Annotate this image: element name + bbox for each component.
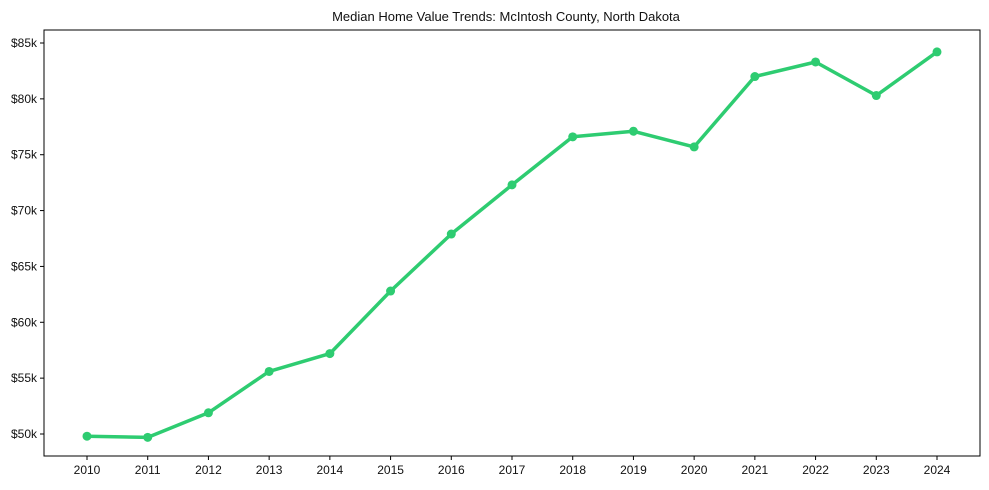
y-tick-label: $50k	[11, 427, 38, 441]
y-tick-label: $80k	[11, 92, 38, 106]
data-point	[811, 57, 821, 67]
data-point	[689, 142, 699, 152]
x-tick-label: 2011	[135, 463, 161, 477]
x-tick-label: 2022	[802, 463, 829, 477]
x-tick-label: 2019	[620, 463, 647, 477]
y-tick-label: $55k	[11, 371, 38, 385]
series-line	[85, 50, 939, 440]
data-point	[507, 180, 517, 190]
data-point	[264, 366, 274, 376]
x-tick-label: 2017	[499, 463, 526, 477]
chart-title: Median Home Value Trends: McIntosh Count…	[332, 9, 681, 24]
x-tick-label: 2024	[924, 463, 951, 477]
y-tick-label: $70k	[11, 204, 38, 218]
data-point	[628, 126, 638, 136]
x-tick-label: 2012	[195, 463, 222, 477]
x-tick-label: 2015	[377, 463, 404, 477]
data-point	[568, 132, 578, 142]
x-tick-label: 2018	[559, 463, 586, 477]
y-tick-label: $75k	[11, 148, 38, 162]
data-point	[143, 432, 153, 442]
data-point	[871, 91, 881, 101]
x-axis: 2010 2011 2012 2013 2014 2015 2016 2017 2018 2019…	[74, 456, 951, 477]
plot-area-frame	[43, 29, 981, 457]
y-tick-label: $65k	[11, 259, 38, 273]
y-tick-label: $85k	[11, 36, 38, 50]
data-point	[325, 349, 335, 359]
x-tick-label: 2020	[681, 463, 708, 477]
data-point	[203, 408, 213, 418]
data-point	[446, 229, 456, 239]
x-tick-label: 2021	[742, 463, 769, 477]
data-point	[750, 72, 760, 82]
x-tick-label: 2010	[74, 463, 101, 477]
data-point-markers	[82, 47, 942, 442]
x-tick-label: 2023	[863, 463, 890, 477]
data-point	[932, 47, 942, 57]
data-point	[386, 286, 396, 296]
x-tick-label: 2016	[438, 463, 465, 477]
y-axis: $50k $55k $60k $65k $70k $75k $80k $85k	[11, 36, 44, 441]
y-tick-label: $60k	[11, 315, 38, 329]
x-tick-label: 2014	[317, 463, 344, 477]
x-tick-label: 2013	[256, 463, 283, 477]
data-point	[82, 431, 92, 441]
